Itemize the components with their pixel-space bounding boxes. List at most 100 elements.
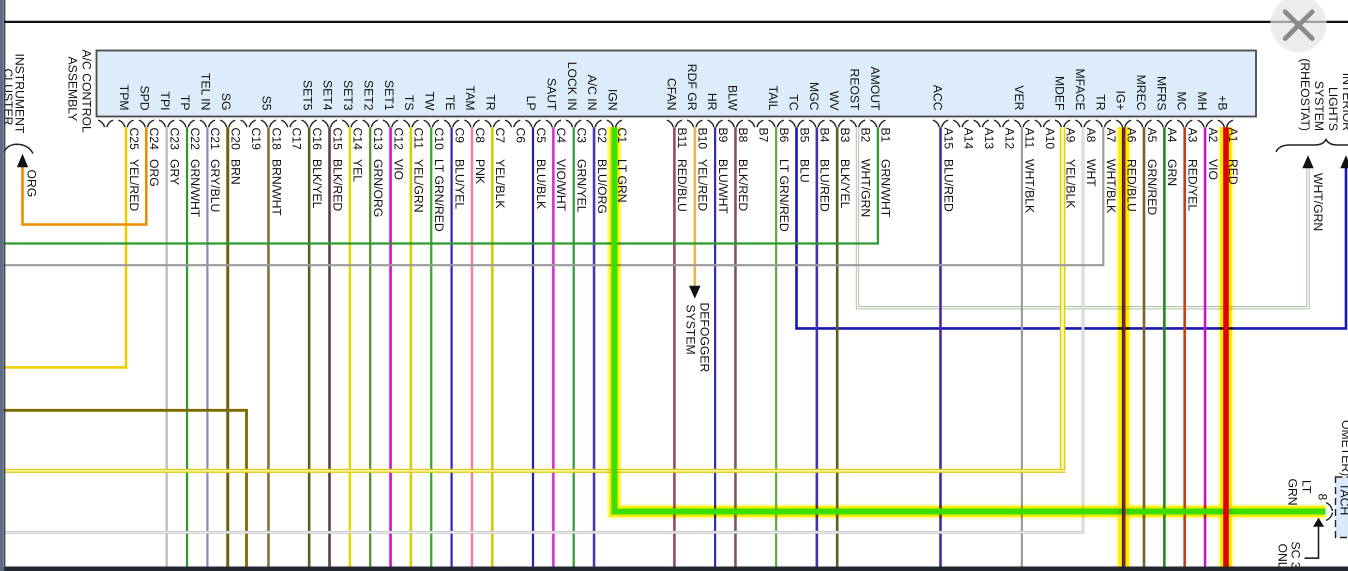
svg-text:A5: A5 [1145, 128, 1159, 143]
svg-text:BLU/RED: BLU/RED [941, 159, 955, 212]
svg-text:C10: C10 [432, 128, 446, 151]
svg-text:BLK/RED: BLK/RED [736, 159, 750, 211]
svg-text:C2: C2 [595, 128, 609, 144]
svg-text:TACH: TACH [1337, 483, 1348, 515]
svg-text:INTERIOR: INTERIOR [1340, 73, 1348, 131]
svg-text:C3: C3 [575, 128, 589, 144]
svg-text:BLU/BLK: BLU/BLK [534, 159, 548, 209]
svg-text:IGN: IGN [606, 89, 620, 111]
svg-text:SET1: SET1 [382, 80, 396, 111]
svg-text:GRY: GRY [168, 159, 182, 185]
svg-text:GRN/YEL: GRN/YEL [575, 159, 589, 213]
svg-text:C24: C24 [147, 128, 161, 151]
svg-text:C18: C18 [269, 128, 283, 151]
svg-text:C19: C19 [249, 128, 263, 151]
svg-text:ACC: ACC [931, 85, 945, 111]
svg-text:TPI: TPI [158, 92, 172, 111]
svg-text:WHT: WHT [1084, 159, 1098, 187]
svg-text:RED/YEL: RED/YEL [1186, 159, 1200, 211]
svg-text:BLU: BLU [797, 159, 811, 183]
svg-text:IG+: IG+ [1114, 91, 1128, 111]
svg-text:GRN: GRN [1165, 159, 1179, 186]
svg-text:B5: B5 [797, 128, 811, 143]
svg-text:WHT/BLK: WHT/BLK [1023, 159, 1037, 213]
svg-text:SYSTEM: SYSTEM [684, 305, 698, 355]
svg-text:ASSEMBLY: ASSEMBLY [66, 57, 80, 122]
svg-text:C7: C7 [493, 128, 507, 144]
svg-text:BLK/RED: BLK/RED [330, 159, 344, 211]
svg-text:RDF GR: RDF GR [685, 64, 699, 111]
svg-text:TP: TP [178, 95, 192, 111]
svg-text:BLW: BLW [725, 85, 739, 111]
svg-text:RED/BLU: RED/BLU [675, 159, 689, 212]
svg-text:TPM: TPM [117, 85, 131, 111]
svg-text:TW: TW [422, 92, 436, 111]
svg-text:MH: MH [1195, 92, 1209, 111]
svg-text:+B: +B [1215, 95, 1229, 110]
svg-text:A/C IN: A/C IN [585, 75, 599, 111]
svg-text:TS: TS [402, 95, 416, 111]
svg-text:TAM: TAM [463, 86, 477, 111]
svg-text:HR: HR [705, 93, 719, 111]
svg-text:A4: A4 [1165, 128, 1179, 143]
svg-text:VIO/WHT: VIO/WHT [554, 159, 568, 212]
svg-text:A/C CONTROL: A/C CONTROL [80, 50, 94, 134]
svg-text:WHT/GRN: WHT/GRN [858, 159, 872, 217]
svg-text:GRN/ORG: GRN/ORG [371, 159, 385, 217]
svg-text:REOST: REOST [848, 69, 862, 112]
svg-text:TAIL: TAIL [766, 86, 780, 111]
svg-text:MREC: MREC [1134, 75, 1148, 111]
svg-text:YEL/BLK: YEL/BLK [493, 159, 507, 208]
svg-text:B1: B1 [879, 128, 893, 143]
svg-text:A11: A11 [1023, 128, 1037, 149]
svg-text:MFACE: MFACE [1073, 69, 1087, 111]
svg-text:YEL: YEL [351, 159, 365, 182]
svg-text:A13: A13 [982, 128, 996, 150]
svg-text:A3: A3 [1186, 128, 1200, 143]
svg-text:INSTRUMENT: INSTRUMENT [13, 54, 27, 134]
svg-text:B7: B7 [757, 128, 771, 143]
svg-text:TR: TR [1093, 94, 1107, 110]
svg-text:A7: A7 [1104, 128, 1118, 143]
svg-text:GRN/WHT: GRN/WHT [879, 159, 893, 218]
svg-text:A14: A14 [962, 128, 976, 150]
svg-text:TEL IN: TEL IN [199, 73, 213, 110]
svg-text:C20: C20 [229, 128, 243, 151]
svg-text:YEL/GRN: YEL/GRN [412, 159, 426, 213]
svg-text:GRN/WHT: GRN/WHT [188, 159, 202, 218]
svg-text:A8: A8 [1084, 128, 1098, 143]
svg-text:S5: S5 [260, 96, 274, 111]
svg-text:C8: C8 [473, 128, 487, 144]
svg-text:BRN/WHT: BRN/WHT [269, 159, 283, 216]
svg-text:B8: B8 [736, 128, 750, 143]
svg-text:WHT/GRN: WHT/GRN [1311, 173, 1325, 231]
svg-text:C21: C21 [208, 128, 222, 151]
svg-text:MGC: MGC [807, 82, 821, 111]
svg-text:AMOUT: AMOUT [868, 66, 882, 111]
svg-text:A15: A15 [941, 128, 955, 150]
svg-text:MC: MC [1175, 92, 1189, 111]
svg-text:C6: C6 [514, 128, 528, 144]
svg-text:MFRS: MFRS [1154, 76, 1168, 111]
svg-text:C17: C17 [290, 128, 304, 151]
svg-text:GRN: GRN [1286, 479, 1300, 506]
svg-text:SG: SG [219, 93, 233, 111]
svg-text:TC: TC [787, 94, 801, 110]
svg-text:C12: C12 [391, 128, 405, 151]
svg-text:SET3: SET3 [341, 80, 355, 111]
svg-text:YEL/RED: YEL/RED [127, 159, 141, 211]
svg-text:MDEF: MDEF [1053, 76, 1067, 111]
svg-text:B11: B11 [675, 128, 689, 149]
svg-text:SET5: SET5 [300, 80, 314, 111]
svg-text:YEL/RED: YEL/RED [696, 159, 710, 211]
svg-text:BLK/YEL: BLK/YEL [310, 159, 324, 209]
svg-text:C23: C23 [168, 128, 182, 151]
svg-text:BLU/YEL: BLU/YEL [452, 159, 466, 209]
svg-text:A12: A12 [1002, 128, 1016, 150]
svg-text:PNK: PNK [473, 159, 487, 184]
svg-text:VER: VER [1012, 85, 1026, 110]
svg-text:GRY/BLU: GRY/BLU [208, 159, 222, 212]
svg-text:A2: A2 [1206, 128, 1220, 143]
svg-text:TR: TR [484, 94, 498, 110]
svg-text:8: 8 [1316, 494, 1330, 501]
